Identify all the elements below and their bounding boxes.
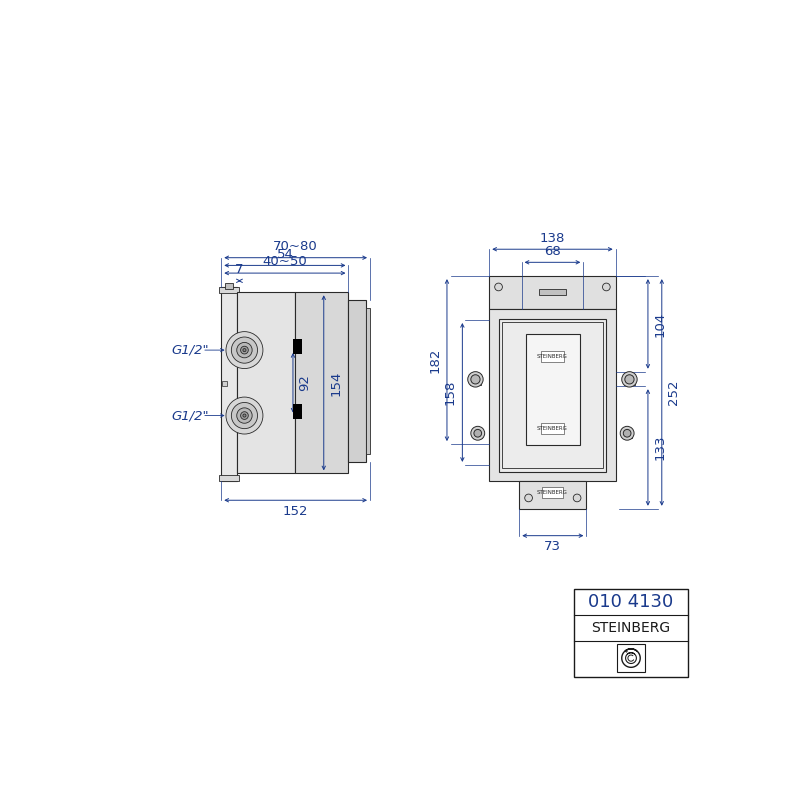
Bar xyxy=(219,287,239,293)
Circle shape xyxy=(625,374,634,384)
Text: 138: 138 xyxy=(540,232,565,245)
Bar xyxy=(293,338,302,354)
Bar xyxy=(222,287,237,481)
Bar xyxy=(502,322,602,468)
Bar xyxy=(237,292,294,474)
Circle shape xyxy=(237,408,252,423)
Circle shape xyxy=(494,283,502,291)
Circle shape xyxy=(468,372,483,387)
Bar xyxy=(624,374,635,385)
Text: G1/2": G1/2" xyxy=(171,409,209,422)
Text: 182: 182 xyxy=(429,347,442,373)
Text: 7: 7 xyxy=(235,263,244,276)
Text: 70~80: 70~80 xyxy=(274,240,318,253)
Bar xyxy=(541,351,564,362)
Circle shape xyxy=(602,283,610,291)
Bar xyxy=(538,289,566,295)
Bar xyxy=(519,481,586,509)
Circle shape xyxy=(622,372,637,387)
Bar xyxy=(541,423,564,434)
Text: 54: 54 xyxy=(277,248,294,261)
Circle shape xyxy=(231,337,258,363)
Circle shape xyxy=(525,494,533,502)
Circle shape xyxy=(237,342,252,358)
Text: 154: 154 xyxy=(329,370,342,395)
Bar xyxy=(542,487,563,498)
Circle shape xyxy=(231,402,258,429)
Bar xyxy=(490,310,616,481)
Circle shape xyxy=(243,414,246,417)
Text: 68: 68 xyxy=(544,245,561,258)
Circle shape xyxy=(471,426,485,440)
Circle shape xyxy=(241,412,248,419)
Bar xyxy=(498,318,606,472)
Bar xyxy=(366,308,370,454)
Bar xyxy=(293,404,302,419)
Text: STEINBERG: STEINBERG xyxy=(537,354,568,358)
Bar xyxy=(294,292,349,474)
Bar xyxy=(622,429,632,438)
Text: 152: 152 xyxy=(283,505,309,518)
Circle shape xyxy=(620,426,634,440)
Circle shape xyxy=(474,430,482,437)
Circle shape xyxy=(471,374,480,384)
Text: 92: 92 xyxy=(298,374,311,391)
Circle shape xyxy=(226,332,263,369)
Text: 104: 104 xyxy=(654,311,666,337)
Bar xyxy=(526,334,580,445)
Bar xyxy=(490,276,616,310)
Circle shape xyxy=(241,346,248,354)
Text: 158: 158 xyxy=(444,380,457,405)
Bar xyxy=(349,300,366,462)
Text: G1/2": G1/2" xyxy=(171,344,209,357)
Bar xyxy=(219,475,239,481)
Bar xyxy=(222,381,226,386)
Bar xyxy=(226,283,233,289)
Text: 73: 73 xyxy=(544,540,562,554)
Text: 252: 252 xyxy=(667,380,680,405)
Text: 40~50: 40~50 xyxy=(262,255,307,269)
Circle shape xyxy=(623,430,631,437)
Circle shape xyxy=(574,494,581,502)
Bar xyxy=(473,429,482,438)
Text: 133: 133 xyxy=(654,434,666,460)
Bar xyxy=(470,374,481,385)
Bar xyxy=(617,644,645,672)
Text: STEINBERG: STEINBERG xyxy=(537,426,568,431)
Text: 010 4130: 010 4130 xyxy=(588,593,674,611)
Text: STEINBERG: STEINBERG xyxy=(537,490,568,495)
Circle shape xyxy=(243,349,246,352)
Bar xyxy=(574,589,688,678)
Text: STEINBERG: STEINBERG xyxy=(591,621,670,635)
Circle shape xyxy=(226,397,263,434)
